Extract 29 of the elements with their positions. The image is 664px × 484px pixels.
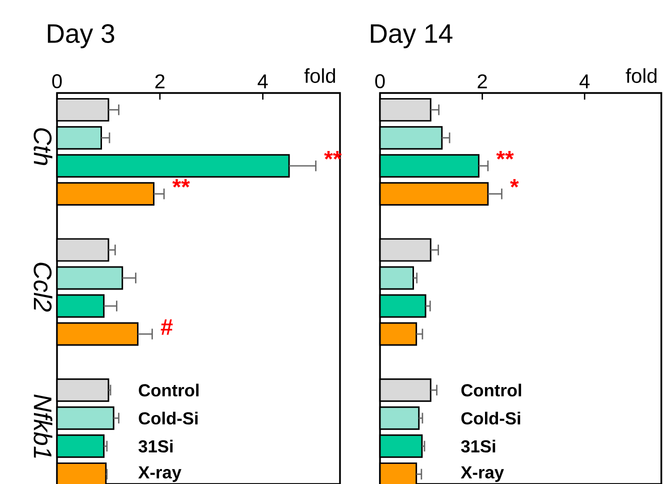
text: X-ray bbox=[460, 466, 504, 482]
text: 31Si bbox=[461, 440, 496, 453]
text: Cold-Si bbox=[461, 412, 520, 424]
bar bbox=[379, 322, 418, 346]
series-label: Control bbox=[461, 384, 522, 396]
annotation: # bbox=[160, 319, 173, 335]
chart-title: Day 14 bbox=[370, 24, 452, 48]
series-label: Control bbox=[138, 384, 199, 396]
x-tick-label: 2 bbox=[478, 74, 487, 88]
x-axis-title: fold bbox=[304, 68, 336, 83]
annotation: ** bbox=[496, 151, 514, 160]
chart-title: Day 3 bbox=[48, 24, 114, 48]
y-tick-label: Nfkb1 bbox=[34, 394, 52, 458]
x-tick-label: 0 bbox=[52, 74, 62, 88]
x-tick-label: 0 bbox=[375, 74, 385, 88]
bar bbox=[56, 322, 139, 346]
annotation: ** bbox=[172, 179, 190, 188]
y-tick-label: Cth bbox=[34, 128, 52, 166]
series-label: Cold-Si bbox=[138, 412, 198, 424]
bar bbox=[56, 182, 154, 206]
text: 31Si bbox=[138, 440, 173, 453]
x-tick-label: 4 bbox=[258, 74, 268, 88]
bar bbox=[379, 182, 489, 206]
y-tick-label: Ccl2 bbox=[34, 262, 52, 312]
annotation: * bbox=[510, 179, 519, 188]
x-axis-title: fold bbox=[626, 68, 656, 83]
series-label: X-ray bbox=[138, 466, 182, 482]
x-tick-label: 4 bbox=[580, 74, 590, 88]
x-tick-label: 2 bbox=[155, 74, 164, 88]
